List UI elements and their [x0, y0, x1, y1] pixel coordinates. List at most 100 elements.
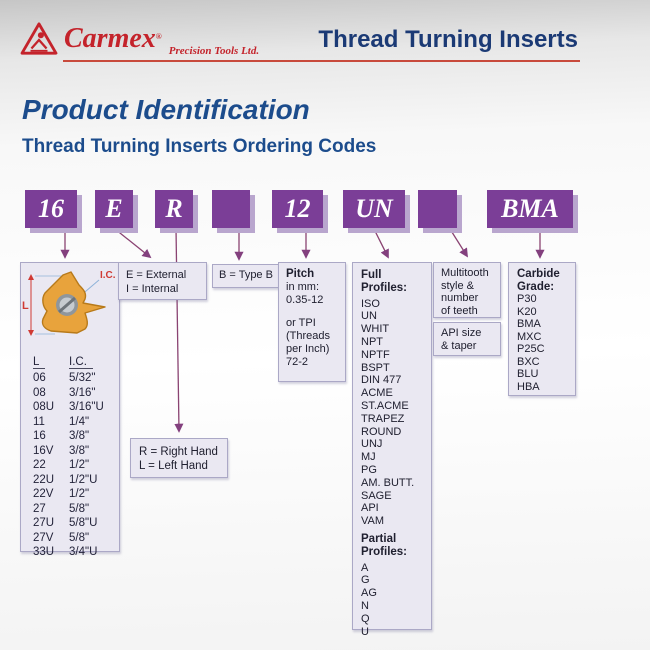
- table-row: 06 5/32": [33, 372, 96, 385]
- full-profiles-title: Full: [361, 269, 382, 281]
- grade-item: BMA: [517, 318, 541, 330]
- api-size-line: & taper: [441, 339, 477, 352]
- direction-line: I = Internal: [126, 283, 179, 295]
- pitch-line: in mm:: [286, 281, 319, 293]
- brand-logo: Carmex® Precision Tools Ltd.: [20, 22, 260, 57]
- carmex-triangle-icon: [20, 22, 58, 55]
- full-profiles-title: Profiles:: [361, 281, 408, 294]
- section-title: Product Identification: [22, 94, 310, 125]
- profile-item: Q: [361, 612, 370, 625]
- profile-item: NPT: [361, 335, 383, 348]
- api-size-line: API size: [441, 327, 482, 339]
- table-row: 08U 3/16"U: [33, 401, 104, 414]
- direction-box: E = External I = Internal: [118, 262, 207, 300]
- type-box: B = Type B: [212, 264, 280, 288]
- code-box-direction: E: [95, 190, 133, 228]
- ic-dimension-label: I.C.: [100, 270, 116, 281]
- partial-profiles-title: Profiles:: [361, 545, 408, 558]
- profile-item: WHIT: [361, 323, 390, 336]
- table-row: 16V 3/8": [33, 444, 90, 457]
- grade-item: BXC: [517, 355, 540, 368]
- pitch-line: (Threads: [286, 330, 331, 342]
- code-box-profile: UN: [343, 190, 405, 228]
- profile-item: API: [361, 502, 379, 515]
- table-row: 16 3/8": [33, 430, 90, 443]
- multitooth-line: Multitooth: [441, 267, 489, 279]
- profile-item: DIN 477: [361, 374, 402, 387]
- multitooth-line: number: [441, 292, 479, 305]
- page-title: Thread Turning Inserts: [318, 26, 578, 53]
- table-row: 11 1/4": [33, 415, 90, 428]
- code-box-pitch: 12: [272, 190, 323, 228]
- code-box-multitooth: [418, 190, 457, 228]
- grade-item: MXC: [517, 330, 542, 343]
- grade-title: Grade:: [517, 280, 555, 293]
- pitch-line: 72-2: [286, 356, 309, 368]
- profile-item: AM. BUTT.: [361, 476, 415, 489]
- table-row: 22V 1/2": [33, 488, 90, 501]
- profile-item: ROUND: [361, 425, 402, 438]
- code-box-type: [212, 190, 250, 228]
- size-table-header: L I.C.: [33, 355, 119, 371]
- direction-line: E = External: [126, 269, 187, 281]
- multitooth-line: style &: [441, 279, 475, 292]
- profile-item: AG: [361, 587, 377, 600]
- l-dimension-label: L: [22, 300, 29, 312]
- grade-item: K20: [517, 305, 537, 318]
- header-divider: [63, 60, 580, 62]
- profile-item: ACME: [361, 387, 393, 400]
- profile-item: UN: [361, 310, 377, 323]
- grade-item: BLU: [517, 368, 539, 380]
- brand-name: Carmex®: [64, 23, 162, 54]
- profile-item: G: [361, 574, 370, 587]
- grade-item: HBA: [517, 380, 540, 393]
- table-row: 27U 5/8"U: [33, 517, 98, 530]
- api-size-box: API size & taper: [433, 322, 501, 356]
- grade-item: P25C: [517, 343, 545, 355]
- table-row: 22 1/2": [33, 459, 90, 472]
- brand-tagline: Precision Tools Ltd.: [168, 45, 260, 57]
- profile-item: A: [361, 561, 369, 574]
- profile-item: UNJ: [361, 438, 383, 451]
- grade-title: Carbide: [517, 268, 560, 280]
- size-table: L I.C. 06 5/32" 08 3/16" 08U 3/16"U 11 1/4" …: [21, 355, 119, 560]
- profile-item: SAGE: [361, 489, 392, 502]
- pitch-line: per Inch): [286, 343, 330, 355]
- profile-item: N: [361, 599, 369, 612]
- code-box-size: 16: [25, 190, 77, 228]
- size-reference-box: L I.C. L I.C. 06 5/32" 08 3/16" 08U 3/16"U …: [20, 262, 120, 558]
- multitooth-box: Multitooth style & number of teeth: [433, 262, 501, 318]
- type-line: B = Type B: [219, 269, 273, 282]
- insert-diagram: L I.C.: [22, 270, 116, 336]
- profile-item: NPTF: [361, 348, 390, 361]
- pitch-line: 0.35-12: [286, 294, 324, 306]
- pitch-line: or TPI: [286, 317, 316, 329]
- code-box-hand: R: [155, 190, 193, 228]
- profile-item: ISO: [361, 297, 380, 310]
- table-row: 33U 3/4"U: [33, 546, 98, 559]
- profile-item: ST.ACME: [361, 399, 409, 412]
- partial-profiles-title: Partial: [361, 532, 397, 545]
- profile-item: VAM: [361, 515, 385, 528]
- profile-item: TRAPEZ: [361, 412, 405, 425]
- table-row: 22U 1/2"U: [33, 473, 98, 486]
- grade-item: P30: [517, 293, 537, 305]
- hand-line: L = Left Hand: [139, 460, 208, 472]
- table-row: 27V 5/8": [33, 531, 90, 544]
- grade-box: Carbide Grade: P30 K20 BMA MXC P25C BXC …: [508, 262, 576, 396]
- hand-box: R = Right Hand L = Left Hand: [130, 438, 228, 478]
- profile-item: PG: [361, 463, 377, 476]
- code-box-grade: BMA: [487, 190, 573, 228]
- section-subtitle: Thread Turning Inserts Ordering Codes: [22, 136, 377, 157]
- table-row: 27 5/8": [33, 502, 90, 515]
- profile-item: BSPT: [361, 361, 390, 374]
- hand-line: R = Right Hand: [139, 446, 218, 458]
- pitch-box: Pitch in mm: 0.35-12 or TPI (Threads per…: [278, 262, 346, 382]
- multitooth-line: of teeth: [441, 304, 478, 317]
- profile-item: MJ: [361, 451, 376, 464]
- pitch-title: Pitch: [286, 268, 315, 280]
- profiles-box: Full Profiles: ISO UN WHIT NPT NPTF BSPT…: [352, 262, 432, 638]
- table-row: 08 3/16": [33, 386, 96, 399]
